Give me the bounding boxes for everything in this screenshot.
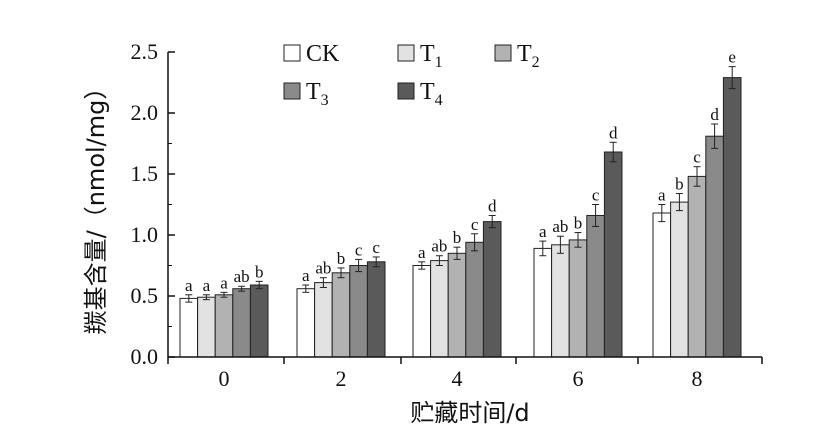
x-tick-label: 2 <box>336 366 347 391</box>
y-tick-label: 0.0 <box>131 344 159 369</box>
bar <box>412 265 432 358</box>
legend-swatch <box>397 82 415 100</box>
bar <box>551 244 570 358</box>
bar <box>296 288 316 358</box>
bar <box>331 272 351 358</box>
bar <box>232 288 251 358</box>
x-tick-label: 8 <box>692 366 703 391</box>
y-tick-label: 1.5 <box>131 161 159 186</box>
bar <box>568 239 588 358</box>
y-axis-title: 羰基含量/（nmol/mg） <box>82 76 110 335</box>
legend-label: T3 <box>306 79 329 109</box>
bar <box>586 215 605 358</box>
bar <box>482 221 502 358</box>
legend-label: T1 <box>420 41 443 71</box>
significance-label: ab <box>552 217 568 236</box>
significance-label: b <box>453 228 462 247</box>
x-tick-label: 4 <box>452 366 463 391</box>
bar <box>314 282 333 358</box>
x-axis-title: 贮藏时间/d <box>410 399 529 427</box>
bar <box>179 297 199 358</box>
significance-label: d <box>710 105 719 124</box>
y-tick-label: 1.0 <box>131 222 159 247</box>
significance-label: e <box>728 48 736 67</box>
significance-label: a <box>418 243 426 262</box>
significance-label: ab <box>234 267 250 286</box>
significance-label: c <box>355 240 363 259</box>
axes: 0.0 0.5 1.0 1.5 2.0 2.5 0 2 4 6 8 <box>131 39 763 391</box>
significance-label: c <box>372 238 380 257</box>
legend: CK T1 T2 T3 T4 <box>283 41 540 109</box>
bar <box>722 77 742 358</box>
bar <box>705 135 724 358</box>
y-tick-label: 2.5 <box>131 39 159 64</box>
bar <box>652 212 672 358</box>
significance-label: a <box>658 186 666 205</box>
bar <box>366 261 386 358</box>
bar <box>687 175 707 358</box>
y-tick-label: 2.0 <box>131 100 159 125</box>
x-tick-label: 6 <box>573 366 584 391</box>
legend-label: CK <box>306 41 340 67</box>
bar <box>603 151 623 358</box>
significance-label: a <box>302 266 310 285</box>
significance-label: c <box>592 186 600 205</box>
significance-label: c <box>693 148 701 167</box>
bar <box>430 260 449 358</box>
bar <box>249 284 269 358</box>
significance-label: b <box>337 249 346 268</box>
significance-label: a <box>185 276 193 295</box>
significance-label: ab <box>315 259 331 278</box>
significance-label: b <box>675 175 684 194</box>
significance-label: b <box>574 214 583 233</box>
bar <box>197 296 216 358</box>
legend-label: T4 <box>420 79 443 109</box>
bar <box>447 252 467 358</box>
bar <box>465 241 484 358</box>
significance-label: a <box>539 222 547 241</box>
significance-label: ab <box>431 237 447 256</box>
legend-swatch <box>494 44 512 62</box>
legend-swatch <box>397 44 415 62</box>
x-tick-label: 0 <box>219 366 230 391</box>
bar <box>533 247 553 358</box>
y-tick-label: 0.5 <box>131 283 159 308</box>
legend-label: T2 <box>517 41 540 71</box>
bar <box>214 294 234 358</box>
legend-swatch <box>283 44 301 62</box>
significance-label: a <box>220 273 228 292</box>
bar <box>349 265 368 358</box>
bar <box>670 201 689 358</box>
legend-swatch <box>283 82 301 100</box>
significance-label: a <box>203 276 211 295</box>
significance-label: c <box>471 215 479 234</box>
significance-label: d <box>609 123 618 142</box>
significance-label: b <box>255 262 264 281</box>
significance-label: d <box>488 197 497 216</box>
